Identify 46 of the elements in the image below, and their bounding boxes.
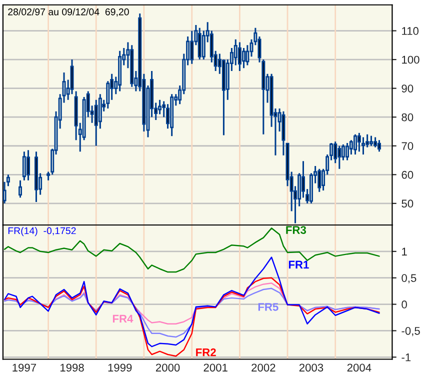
candlestick (369, 135, 373, 147)
series-label: FR1 (288, 260, 309, 268)
annotation: FR(14) -0,1752 (8, 227, 76, 236)
y-tick-label: 1 (402, 248, 407, 256)
candlestick (374, 136, 378, 148)
y-tick-label: -0,5 (402, 326, 420, 336)
line-series (4, 277, 380, 357)
candlestick (22, 150, 26, 182)
series-label: FR2 (196, 348, 216, 356)
x-tick-label: 2000 (156, 364, 180, 372)
y-tick-label: 100 (402, 56, 420, 64)
line-series (4, 256, 380, 348)
line-series (4, 288, 380, 338)
y-tick-label: 80 (402, 113, 414, 122)
x-tick-label: 1998 (60, 364, 84, 372)
candlestick (18, 180, 22, 198)
series-label: FR4 (112, 314, 134, 323)
y-tick-label: 0,5 (402, 274, 416, 284)
x-tick-label: 1997 (12, 364, 36, 372)
annotation: 28/02/97 au 09/12/04 69,20 (8, 8, 129, 16)
candlestick (238, 42, 242, 72)
x-tick-label: 2004 (347, 364, 372, 372)
x-tick-label: 1999 (108, 364, 132, 372)
y-tick-label: 0 (402, 300, 407, 308)
y-tick-label: 70 (402, 142, 414, 150)
candlestick (346, 142, 350, 162)
y-tick-label: -1 (402, 354, 411, 362)
line-series (4, 228, 380, 273)
series-label: FR5 (258, 303, 278, 311)
y-tick-label: 110 (402, 27, 419, 35)
candlestick (242, 47, 246, 69)
candlestick (354, 134, 357, 156)
candlestick (26, 149, 30, 182)
candlestick (338, 145, 342, 170)
y-tick-label: 90 (402, 84, 414, 92)
y-tick-label: 60 (402, 170, 414, 179)
x-tick-label: 2003 (299, 364, 324, 372)
candlestick (318, 168, 322, 193)
x-tick-label: 2001 (204, 364, 228, 372)
series-label: FR3 (286, 226, 306, 234)
candlestick (357, 132, 361, 152)
candlestick (362, 136, 365, 156)
y-tick-label: 50 (402, 200, 414, 208)
x-tick-label: 2002 (252, 364, 276, 372)
candlestick (377, 139, 381, 152)
candlestick (198, 27, 202, 60)
